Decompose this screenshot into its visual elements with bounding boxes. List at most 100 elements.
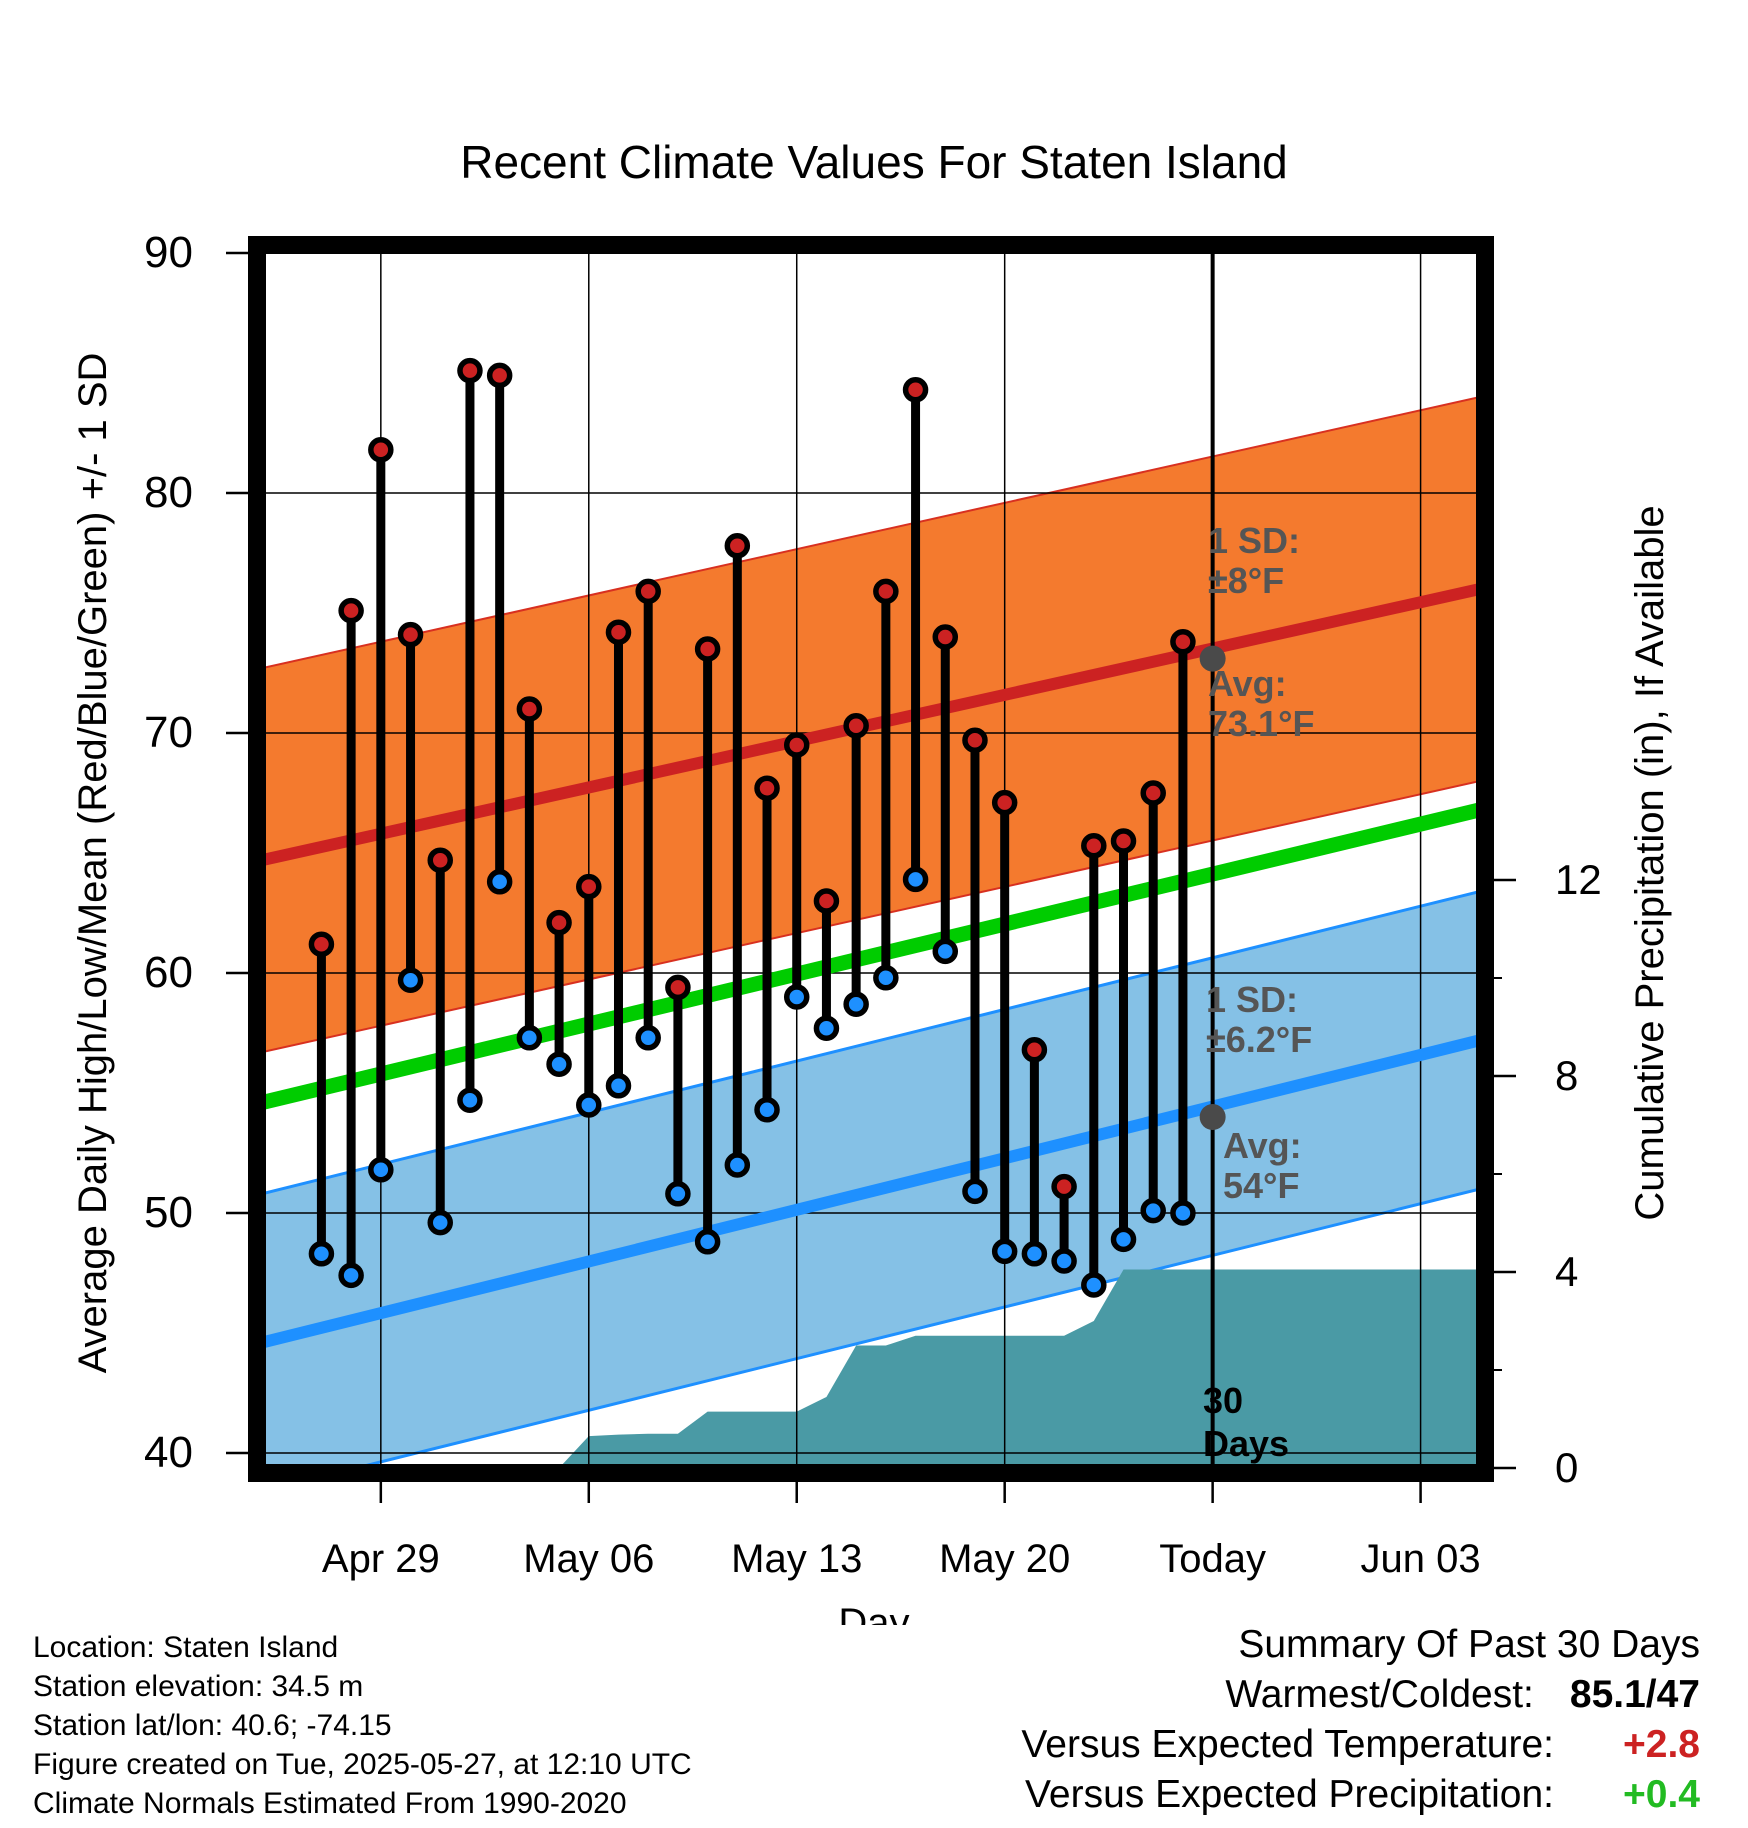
low-temp-point xyxy=(1140,1197,1166,1224)
high-temp-point xyxy=(308,931,335,957)
temp-anomaly-label: Versus Expected Temperature: xyxy=(1021,1723,1554,1766)
high-temp-point xyxy=(635,578,661,605)
x-tick-label: Apr 29 xyxy=(322,1537,440,1581)
temp-anomaly-value: +2.8 xyxy=(1623,1723,1700,1766)
low-temp-point xyxy=(783,984,810,1010)
low-temp-point xyxy=(1081,1272,1107,1298)
low-temp-point xyxy=(962,1178,988,1205)
high-temp-point xyxy=(843,713,869,739)
low-temp-point xyxy=(665,1181,691,1207)
mean-normal-line xyxy=(262,802,1480,1110)
today-low-average-marker xyxy=(1199,1104,1226,1130)
low-temp-point xyxy=(1051,1248,1077,1274)
high-temp-point xyxy=(665,974,691,1001)
high-temp-point xyxy=(813,888,840,914)
low-temp-point xyxy=(754,1097,780,1123)
high-band-edge xyxy=(262,780,1480,1054)
high-temp-point xyxy=(1140,780,1166,806)
summary-precipitation: Versus Expected Precipitation: +0.4 xyxy=(1021,1770,1700,1820)
summary-temperature: Versus Expected Temperature: +2.8 xyxy=(1021,1720,1700,1770)
high-temp-point xyxy=(1081,833,1107,859)
y-tick-label: 70 xyxy=(144,708,193,757)
today-high-average-marker xyxy=(1199,645,1226,672)
high-temp-point xyxy=(457,357,483,384)
y2-axis-label: Cumulative Precipitation (in), If Availa… xyxy=(1628,505,1672,1220)
high-temp-point xyxy=(991,789,1018,816)
low-band-edge xyxy=(262,889,1480,1196)
high-temp-point xyxy=(576,873,602,900)
high-normal-line xyxy=(262,583,1480,867)
high-sd-label: 1 SD: xyxy=(1208,520,1300,561)
high-temp-point xyxy=(338,597,364,624)
y2-tick-label: 0 xyxy=(1555,1444,1578,1491)
summary-warmest-coldest: Warmest/Coldest: 85.1/47 xyxy=(1021,1670,1700,1720)
low-temp-point xyxy=(516,1025,543,1051)
station-info: Location: Staten Island Station elevatio… xyxy=(33,1628,692,1823)
low-temp-point xyxy=(338,1262,364,1289)
grid-lines xyxy=(262,250,1480,1468)
low-temp-point xyxy=(694,1229,721,1255)
low-temp-point xyxy=(308,1241,335,1267)
window-days-number: 30 xyxy=(1203,1380,1243,1421)
high-sd-value: ±8°F xyxy=(1208,560,1284,601)
x-tick-label: May 06 xyxy=(523,1537,654,1581)
high-temp-point xyxy=(546,909,572,936)
y-tick-label: 50 xyxy=(144,1188,193,1237)
high-temp-point xyxy=(1051,1173,1077,1200)
precip-anomaly-value: +0.4 xyxy=(1623,1773,1700,1816)
info-normals: Climate Normals Estimated From 1990-2020 xyxy=(33,1787,627,1820)
low-normal-line xyxy=(262,1034,1480,1349)
y-tick-label: 80 xyxy=(144,468,193,517)
high-temp-point xyxy=(516,696,543,722)
low-temp-point xyxy=(902,866,929,893)
high-temp-point xyxy=(873,578,899,605)
high-band-edge xyxy=(262,396,1480,670)
x-axis-label: Day xyxy=(838,1601,909,1625)
high-temp-point xyxy=(368,437,394,463)
high-temp-point xyxy=(724,533,751,559)
low-temp-point xyxy=(1110,1226,1137,1253)
y2-tick-label: 12 xyxy=(1555,856,1602,903)
low-temp-point xyxy=(932,938,959,965)
high-temp-point xyxy=(694,636,721,662)
x-tick-label: Jun 03 xyxy=(1361,1537,1481,1581)
low-temp-point xyxy=(635,1025,661,1051)
high-temp-point xyxy=(1170,629,1196,655)
high-temp-point xyxy=(962,727,988,753)
high-temp-point xyxy=(783,732,810,758)
window-days-unit: Days xyxy=(1203,1423,1289,1464)
summary-panel: Summary Of Past 30 Days Warmest/Coldest:… xyxy=(1021,1620,1700,1820)
low-temp-point xyxy=(546,1051,572,1077)
low-temp-point xyxy=(813,1015,840,1041)
low-temp-point xyxy=(576,1092,602,1118)
precip-anomaly-label: Versus Expected Precipitation: xyxy=(1025,1773,1554,1816)
high-temp-point xyxy=(902,377,929,403)
high-temp-point xyxy=(427,847,453,873)
y-tick-label: 60 xyxy=(144,948,193,997)
low-band-edge xyxy=(350,1187,1480,1468)
high-avg-label: Avg: xyxy=(1208,663,1287,704)
low-temp-point xyxy=(843,991,869,1017)
info-elevation: Station elevation: 34.5 m xyxy=(33,1670,364,1703)
plot-frame xyxy=(248,236,1494,1482)
info-location: Location: Staten Island xyxy=(33,1631,339,1664)
high-avg-value: 73.1°F xyxy=(1208,703,1314,744)
info-created: Figure created on Tue, 2025-05-27, at 12… xyxy=(33,1748,692,1781)
summary-title: Summary Of Past 30 Days xyxy=(1238,1623,1700,1666)
y2-tick-label: 8 xyxy=(1555,1052,1578,1099)
low-temp-point xyxy=(427,1209,453,1236)
low-temp-point xyxy=(724,1152,751,1178)
y-tick-label: 40 xyxy=(144,1428,193,1477)
low-sd-label: 1 SD: xyxy=(1206,979,1298,1020)
low-temp-point xyxy=(991,1238,1018,1265)
info-latlon: Station lat/lon: 40.6; -74.15 xyxy=(33,1709,392,1742)
y-axis-label: Average Daily High/Low/Mean (Red/Blue/Gr… xyxy=(71,353,115,1374)
x-tick-label: Today xyxy=(1159,1537,1266,1581)
high-temp-point xyxy=(486,362,513,389)
y2-tick-label: 4 xyxy=(1555,1248,1578,1295)
low-temp-point xyxy=(397,967,424,993)
low-sd-value: ±6.2°F xyxy=(1206,1019,1312,1060)
warmest-coldest-label: Warmest/Coldest: xyxy=(1225,1673,1534,1716)
high-temp-point xyxy=(605,619,632,645)
low-temp-point xyxy=(873,965,899,991)
